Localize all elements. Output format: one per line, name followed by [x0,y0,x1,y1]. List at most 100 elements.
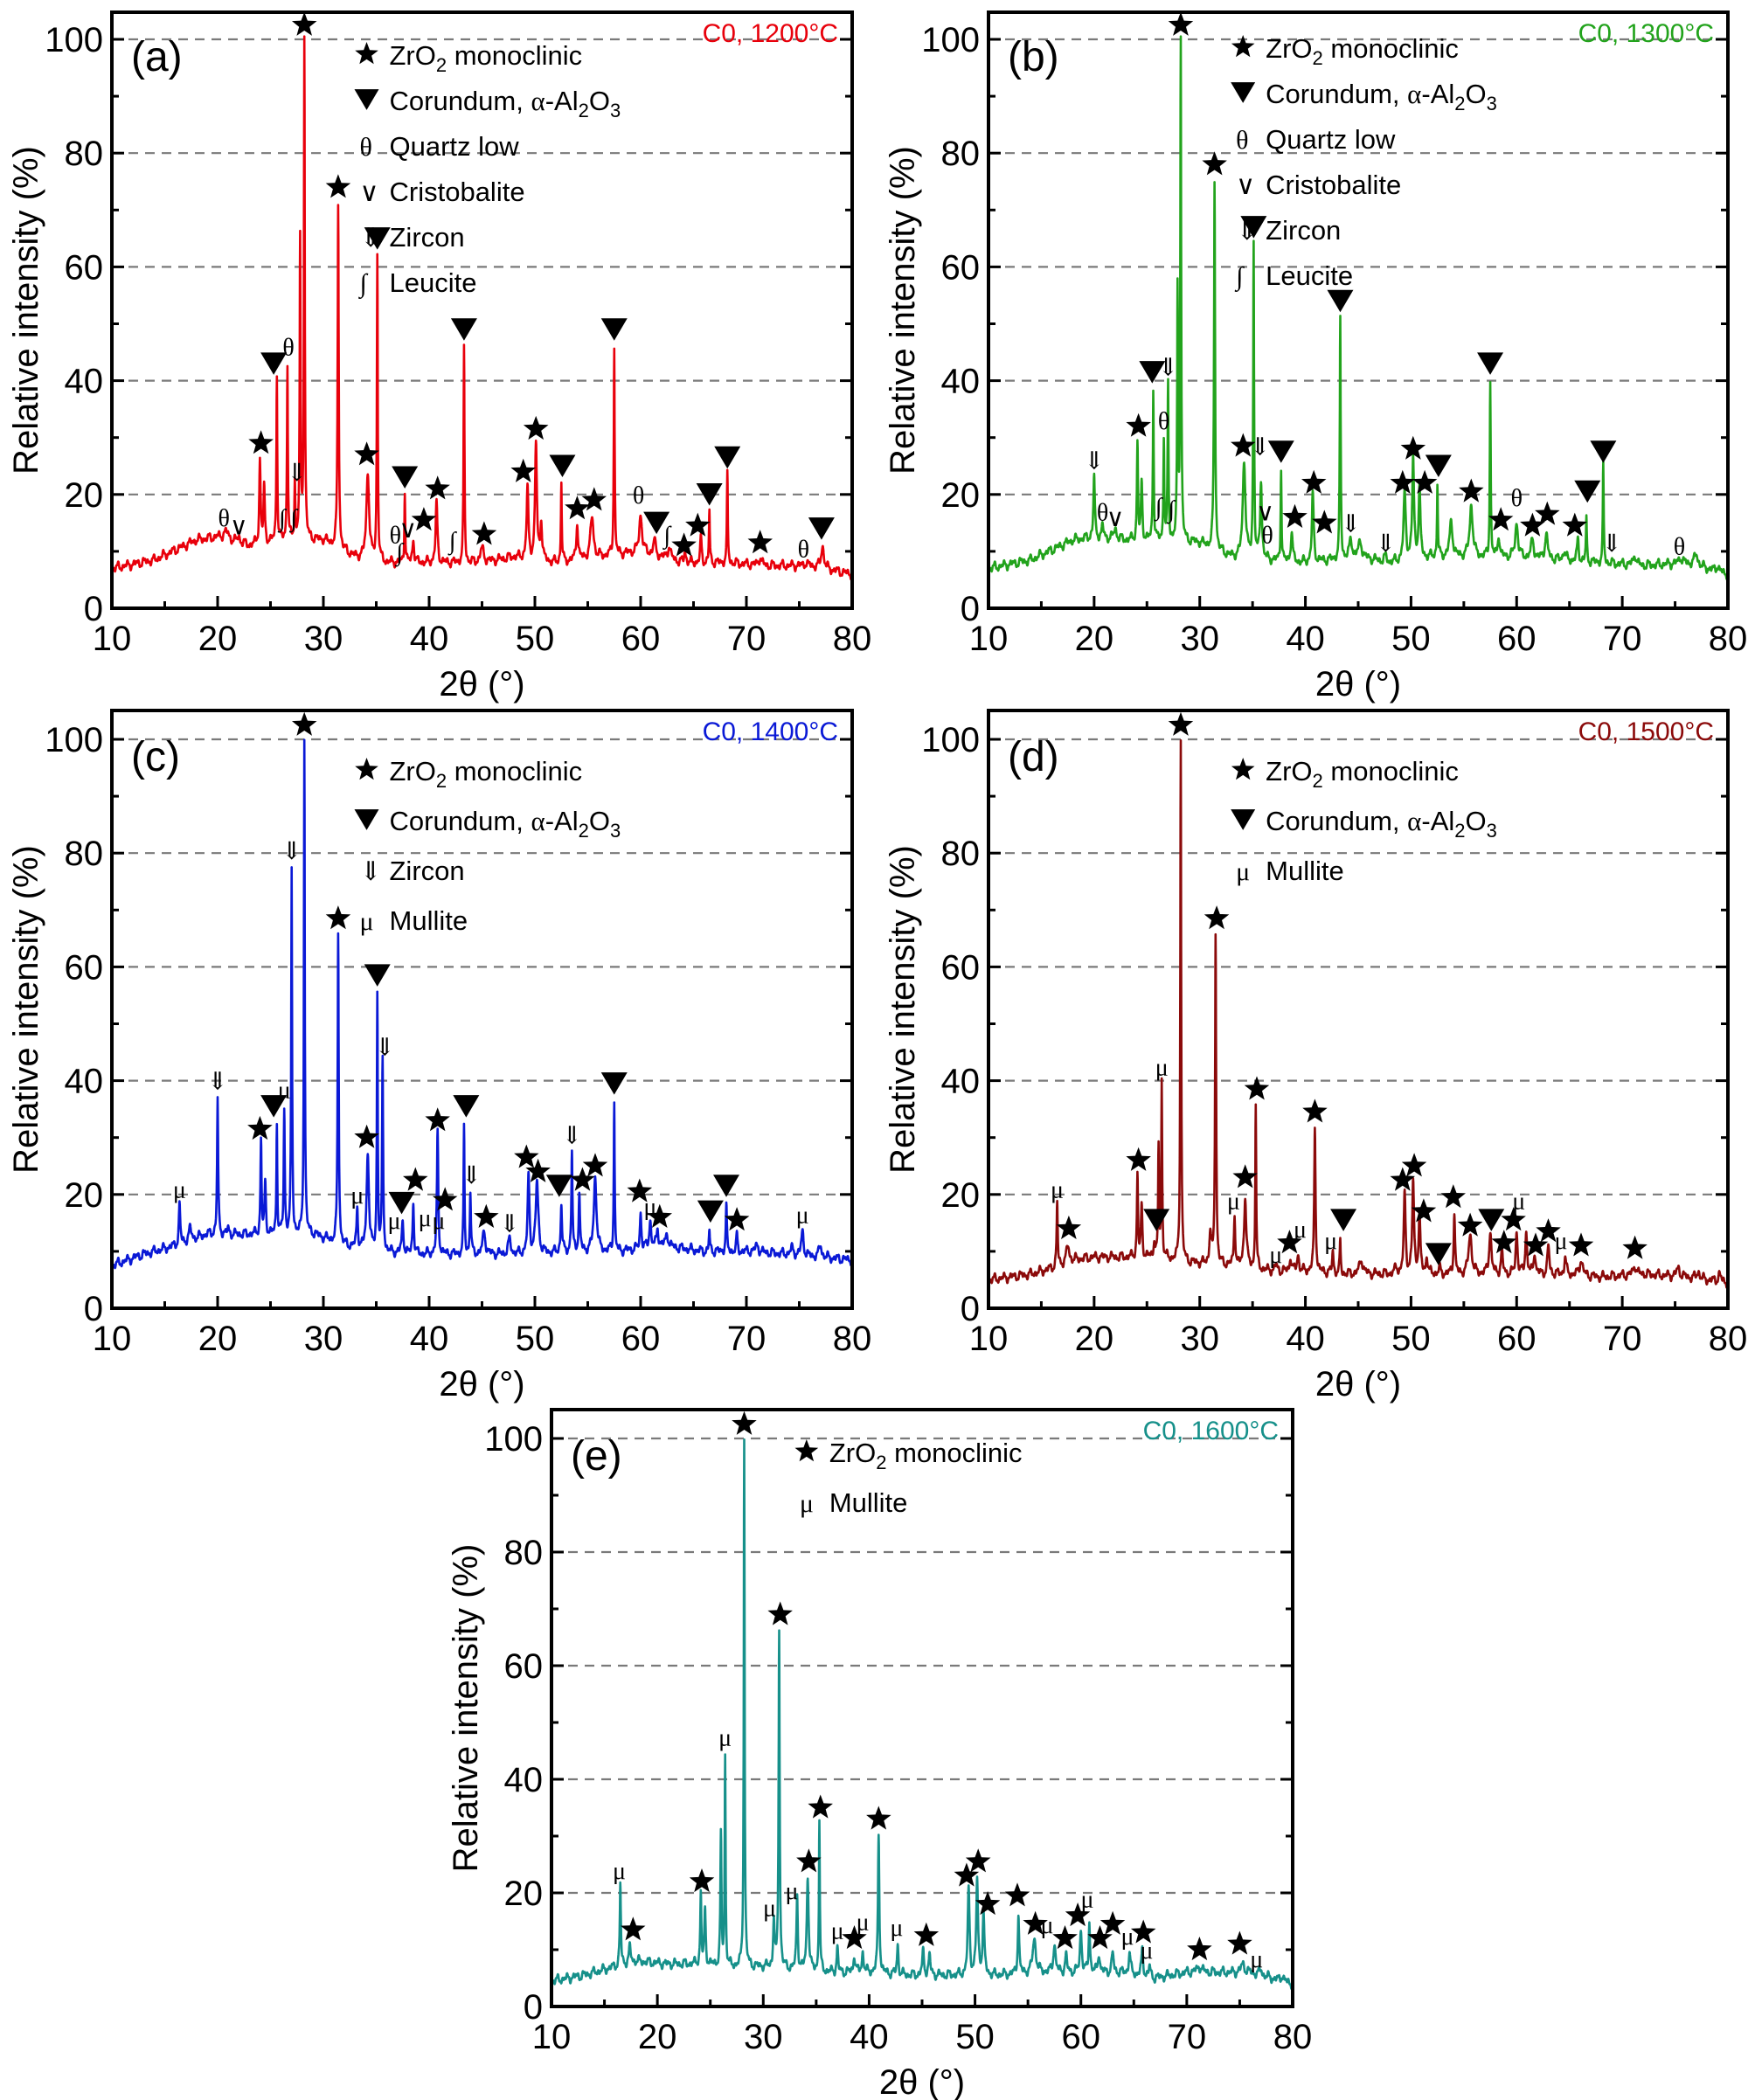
legend-label: Mullite [390,905,468,936]
star-marker-icon [1052,1925,1078,1950]
phase-symbol-icon: ∨ [1236,171,1255,200]
star-marker-icon [292,711,317,736]
x-tick-label: 10 [93,620,132,658]
y-tick-label: 60 [65,248,104,287]
quartz-marker-icon: θ [1261,522,1273,549]
phase-symbol-icon: μ [1236,857,1250,886]
x-tick-label: 10 [969,620,1009,658]
star-marker-icon [1023,1910,1048,1935]
star-marker-icon [1301,469,1327,494]
star-marker-icon [1099,1910,1126,1935]
legend-item: μ Mullite [360,905,468,936]
star-marker-icon [1126,412,1151,437]
star-icon [355,42,378,65]
star-marker-icon [1457,1212,1483,1237]
legend-label: ZrO2 monoclinic [390,40,583,76]
legend-item: ∫ Leucite [1234,260,1353,293]
legend-item: μ Mullite [800,1487,908,1518]
star-icon [1231,758,1255,780]
y-tick-label: 0 [961,590,980,628]
star-marker-icon [1390,469,1415,494]
legend-label: Leucite [390,267,477,298]
y-tick-label: 100 [45,721,103,759]
zircon-marker-icon: ⇓ [1601,530,1621,558]
legend-label: Quartz low [390,131,520,162]
star-marker-icon [627,1178,653,1202]
y-axis-title: Relative intensity (%) [884,845,922,1174]
star-marker-icon [1568,1232,1594,1257]
leucite-marker-icon: ∫ [1154,494,1164,522]
legend-label: Corundum, α-Al2O3 [1266,806,1497,842]
star-marker-icon [432,1187,458,1211]
star-marker-icon [1459,478,1484,502]
leucite-marker-icon: ∫ [277,505,288,533]
star-marker-icon [1491,1230,1516,1254]
x-tick-label: 30 [304,620,343,658]
x-tick-label: 50 [1391,620,1431,658]
legend-label: Mullite [1266,856,1344,886]
x-tick-label: 80 [1709,620,1748,658]
star-marker-icon [247,1115,273,1140]
mullite-marker-icon: μ [796,1202,809,1230]
star-marker-icon [1227,1930,1252,1955]
star-marker-icon [1523,1232,1549,1257]
star-marker-icon [965,1848,991,1873]
zircon-marker-icon: ⇓ [1341,510,1361,537]
y-axis-title: Relative intensity (%) [884,146,922,475]
phase-symbol-icon: ∨ [360,178,379,207]
mullite-marker-icon: μ [1155,1054,1169,1081]
xrd-curve [987,35,1730,581]
legend-label: Corundum, α-Al2O3 [390,86,621,121]
legend-item: μ Mullite [1236,856,1344,886]
triangle-marker-icon [697,1200,724,1223]
star-marker-icon [1065,1902,1091,1927]
y-tick-label: 60 [941,948,981,987]
star-marker-icon [1168,711,1194,736]
x-tick-label: 10 [969,1320,1009,1358]
star-marker-icon [354,1124,379,1148]
legend-item: ∫ Leucite [358,267,477,300]
star-marker-icon [1390,1167,1415,1191]
x-tick-label: 30 [744,2018,783,2056]
x-tick-label: 40 [410,1320,449,1358]
mullite-marker-icon: μ [1512,1188,1525,1215]
triangle-marker-icon [1477,352,1504,375]
x-tick-label: 70 [727,620,767,658]
star-marker-icon [1187,1937,1212,1961]
legend-item: ZrO2 monoclinic [1231,33,1459,69]
sample-condition-label: C0, 1200°C [703,19,838,48]
mullite-marker-icon: μ [432,1208,445,1235]
y-tick-label: 100 [921,21,980,59]
star-marker-icon [1004,1882,1030,1907]
x-tick-label: 20 [198,1320,238,1358]
legend-item: ∨ Cristobalite [1236,170,1401,200]
y-axis-title: Relative intensity (%) [447,1544,485,1873]
star-marker-icon [510,458,536,482]
triangle-marker-icon [1139,361,1166,384]
legend-label: Leucite [1266,260,1353,291]
star-marker-icon [747,530,773,554]
y-tick-label: 60 [504,1647,544,1686]
y-tick-label: 0 [84,1290,103,1328]
phase-symbol-icon: μ [800,1489,814,1518]
star-marker-icon [732,1410,757,1435]
cristobalite-marker-icon: ∨ [1106,505,1125,532]
quartz-marker-icon: θ [1674,533,1685,560]
cristobalite-marker-icon: ∨ [1256,499,1274,526]
star-marker-icon [581,487,607,511]
cristobalite-marker-icon: ∨ [230,514,248,541]
triangle-marker-icon [392,466,419,489]
cristobalite-marker-icon: ∨ [399,516,418,544]
star-marker-icon [1440,1184,1466,1209]
x-tick-label: 40 [410,620,449,658]
zircon-marker-icon: ⇓ [461,1162,482,1189]
y-axis-title: Relative intensity (%) [7,845,45,1174]
zircon-marker-icon: ⇓ [287,460,307,487]
star-marker-icon [1562,512,1587,537]
star-marker-icon [1536,1218,1561,1243]
phase-symbol-icon: θ [1236,126,1248,155]
star-marker-icon [913,1922,940,1946]
quartz-marker-icon: θ [1158,408,1169,435]
mullite-marker-icon: μ [785,1878,798,1905]
plot-frame [550,1408,1294,2008]
